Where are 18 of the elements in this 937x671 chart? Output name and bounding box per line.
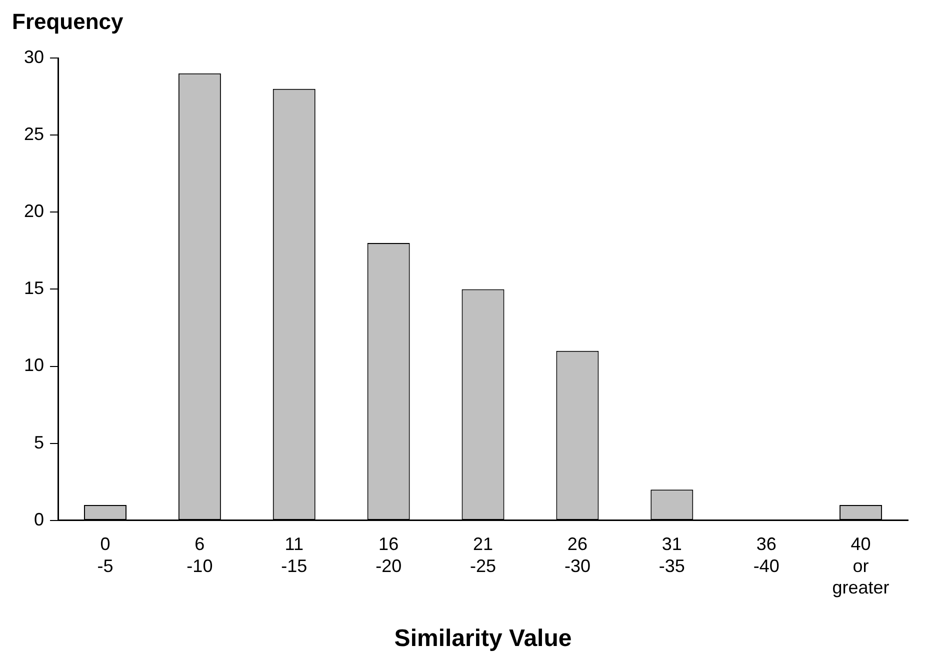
y-axis-title: Frequency [12, 9, 124, 34]
x-tick-label: 16 -20 [376, 534, 402, 576]
y-tick-label: 0 [34, 509, 44, 530]
x-tick-label: 0 -5 [97, 534, 114, 576]
x-tick-label: 11 -15 [281, 534, 308, 576]
y-tick-label: 25 [24, 124, 44, 144]
x-tick-label: 26 -30 [564, 534, 590, 576]
y-tick-label: 20 [24, 201, 44, 222]
x-tick-label: 40 or greater [832, 534, 890, 598]
x-tick-label: 31 -35 [658, 534, 685, 576]
x-tick-label: 36 -40 [753, 534, 780, 576]
y-tick-label: 30 [24, 46, 44, 67]
y-tick-label: 10 [24, 355, 44, 376]
x-axis-title: Similarity Value [394, 625, 572, 652]
y-tick-label: 15 [24, 278, 44, 298]
y-tick-label: 5 [34, 432, 44, 452]
x-tick-label: 21 -25 [470, 534, 496, 576]
x-tick-label: 6 -10 [186, 534, 213, 576]
